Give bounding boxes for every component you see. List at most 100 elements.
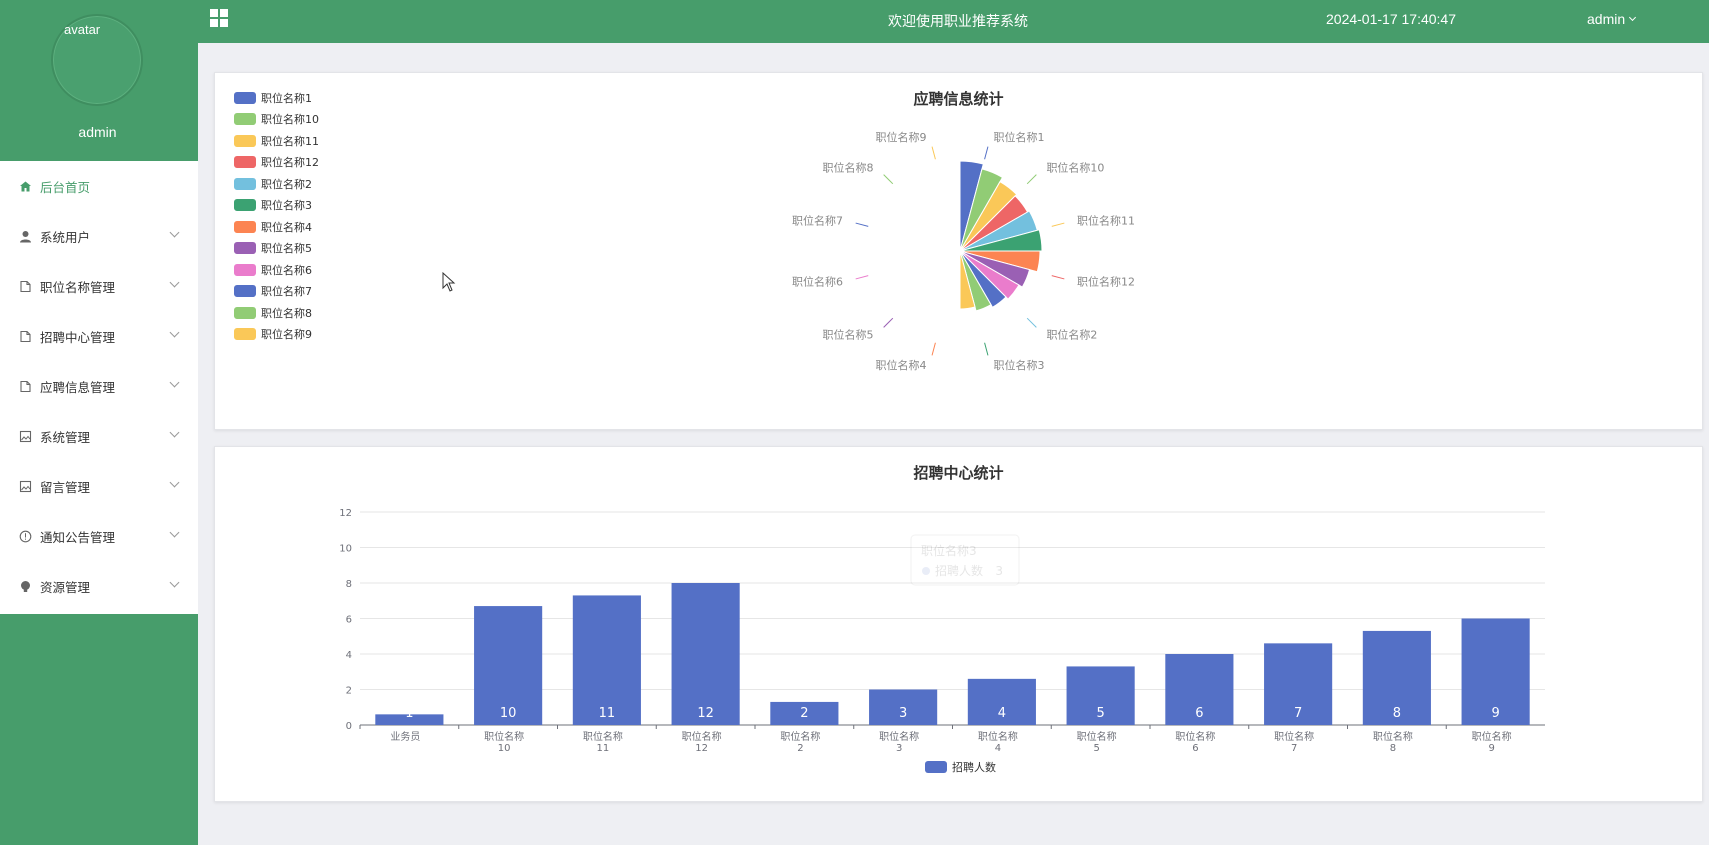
legend-label: 职位名称5 (261, 242, 312, 256)
bulb-icon (19, 580, 32, 593)
pie-legend-item[interactable]: 职位名称5 (234, 238, 319, 260)
sidebar-item-label: 通知公告管理 (40, 529, 116, 545)
legend-label: 职位名称8 (261, 306, 312, 320)
bar[interactable] (572, 595, 641, 725)
sidebar-item-3[interactable]: 招聘中心管理 (0, 311, 198, 361)
bar[interactable] (375, 714, 444, 725)
top-header: 欢迎使用职业推荐系统 2024-01-17 17:40:47 admin (198, 0, 1709, 43)
bar[interactable] (1461, 618, 1530, 726)
legend-swatch (234, 134, 256, 147)
tooltip-marker (922, 567, 930, 575)
legend-swatch (234, 177, 256, 190)
legend-label: 职位名称11 (261, 134, 319, 148)
pie-slice[interactable] (959, 250, 1031, 288)
pie-legend-item[interactable]: 职位名称11 (234, 130, 319, 152)
pie-legend-item[interactable]: 职位名称6 (234, 259, 319, 281)
pie-slice[interactable] (959, 229, 1043, 252)
bar-value-label: 4 (998, 706, 1006, 721)
sidebar-item-1[interactable]: 系统用户 (0, 211, 198, 261)
sidebar-item-5[interactable]: 系统管理 (0, 411, 198, 461)
legend-swatch (234, 242, 256, 255)
chevron-down-icon (169, 277, 180, 288)
chevron-down-icon (169, 377, 180, 388)
sidebar-item-7[interactable]: 通知公告管理 (0, 511, 198, 561)
pie-slice[interactable] (959, 250, 976, 310)
chevron-down-icon (169, 227, 180, 238)
sidebar-item-0[interactable]: 后台首页 (0, 161, 198, 211)
pie-slice-label: 职位名称1 (994, 130, 1045, 144)
pie-leader-line (1026, 317, 1037, 328)
pie-legend-item[interactable]: 职位名称3 (234, 195, 319, 217)
y-tick-label: 6 (346, 615, 352, 626)
sidebar-item-2[interactable]: 职位名称管理 (0, 261, 198, 311)
bar[interactable] (1264, 643, 1333, 725)
pie-slice-label: 职位名称5 (823, 327, 874, 341)
y-tick-label: 12 (339, 508, 352, 519)
sidebar-item-label: 职位名称管理 (40, 279, 116, 295)
pie-slice[interactable] (959, 250, 992, 312)
x-tick-label: 职位名称 (978, 730, 1018, 743)
sidebar-item-8[interactable]: 资源管理 (0, 561, 198, 611)
x-tick-label: 10 (498, 743, 511, 754)
pie-chart-title: 应聘信息统计 (913, 90, 1004, 108)
sidebar-item-label: 应聘信息管理 (40, 379, 116, 395)
sidebar: avatar admin 后台首页 系统用户 职位名称管理 招聘中心管理 应聘信息管理系… (0, 0, 198, 845)
pie-leader-line (1026, 174, 1037, 185)
avatar[interactable] (51, 14, 143, 106)
legend-swatch (234, 199, 256, 212)
pie-legend-item[interactable]: 职位名称4 (234, 216, 319, 238)
bar[interactable] (671, 583, 740, 725)
pie-legend-item[interactable]: 职位名称8 (234, 302, 319, 324)
mouse-cursor-icon (442, 272, 456, 292)
bar[interactable] (967, 678, 1036, 725)
pie-slice-label: 职位名称8 (823, 161, 874, 175)
bar[interactable] (1066, 666, 1135, 725)
x-tick-label: 2 (797, 743, 803, 754)
x-tick-label: 6 (1192, 743, 1198, 754)
pie-leader-line (931, 342, 936, 356)
x-tick-label: 职位名称 (682, 730, 722, 743)
sidebar-menu: 后台首页 系统用户职位名称管理招聘中心管理应聘信息管理系统管理留言管理通知公告管理… (0, 161, 198, 614)
pie-legend-item[interactable]: 职位名称1 (234, 87, 319, 109)
pie-slice[interactable] (959, 181, 1018, 252)
bar[interactable] (474, 606, 543, 725)
chevron-down-icon (169, 427, 180, 438)
x-tick-label: 4 (995, 743, 1001, 754)
header-title: 欢迎使用职业推荐系统 (888, 14, 1028, 30)
pie-legend-item[interactable]: 职位名称7 (234, 281, 319, 303)
bar[interactable] (869, 689, 938, 726)
bar-legend-swatch[interactable] (925, 761, 947, 773)
pie-slice[interactable] (959, 250, 1007, 308)
pie-slice-label: 职位名称9 (875, 130, 926, 144)
chevron-down-icon (169, 577, 180, 588)
pie-slice-label: 职位名称2 (1046, 327, 1097, 341)
bar[interactable] (770, 701, 839, 725)
pie-legend-item[interactable]: 职位名称10 (234, 109, 319, 131)
bar-value-label: 9 (1491, 706, 1499, 721)
x-tick-label: 职位名称 (1077, 730, 1117, 743)
legend-label: 职位名称4 (261, 220, 312, 234)
document-icon (19, 330, 32, 343)
pie-legend-item[interactable]: 职位名称9 (234, 324, 319, 346)
bar[interactable] (1165, 654, 1234, 725)
pie-slice[interactable] (959, 250, 1020, 300)
pie-leader-line (1051, 222, 1065, 227)
bar-value-label: 3 (899, 706, 907, 721)
sidebar-item-6[interactable]: 留言管理 (0, 461, 198, 511)
user-icon (19, 230, 32, 243)
y-tick-label: 2 (346, 686, 352, 697)
pie-legend-item[interactable]: 职位名称12 (234, 152, 319, 174)
bar[interactable] (1362, 630, 1431, 725)
sidebar-item-4[interactable]: 应聘信息管理 (0, 361, 198, 411)
user-dropdown-label: admin (1587, 11, 1626, 27)
pie-legend-item[interactable]: 职位名称2 (234, 173, 319, 195)
user-dropdown[interactable]: admin (1587, 11, 1637, 27)
x-tick-label: 职位名称 (583, 730, 623, 743)
sidebar-item-label: 留言管理 (40, 479, 91, 495)
pie-slice[interactable] (959, 168, 1004, 252)
x-tick-label: 职位名称 (1373, 730, 1413, 743)
info-icon (19, 530, 32, 543)
x-tick-label: 职位名称 (1175, 730, 1215, 743)
menu-toggle-icon[interactable] (210, 9, 228, 27)
image-icon (19, 480, 32, 493)
